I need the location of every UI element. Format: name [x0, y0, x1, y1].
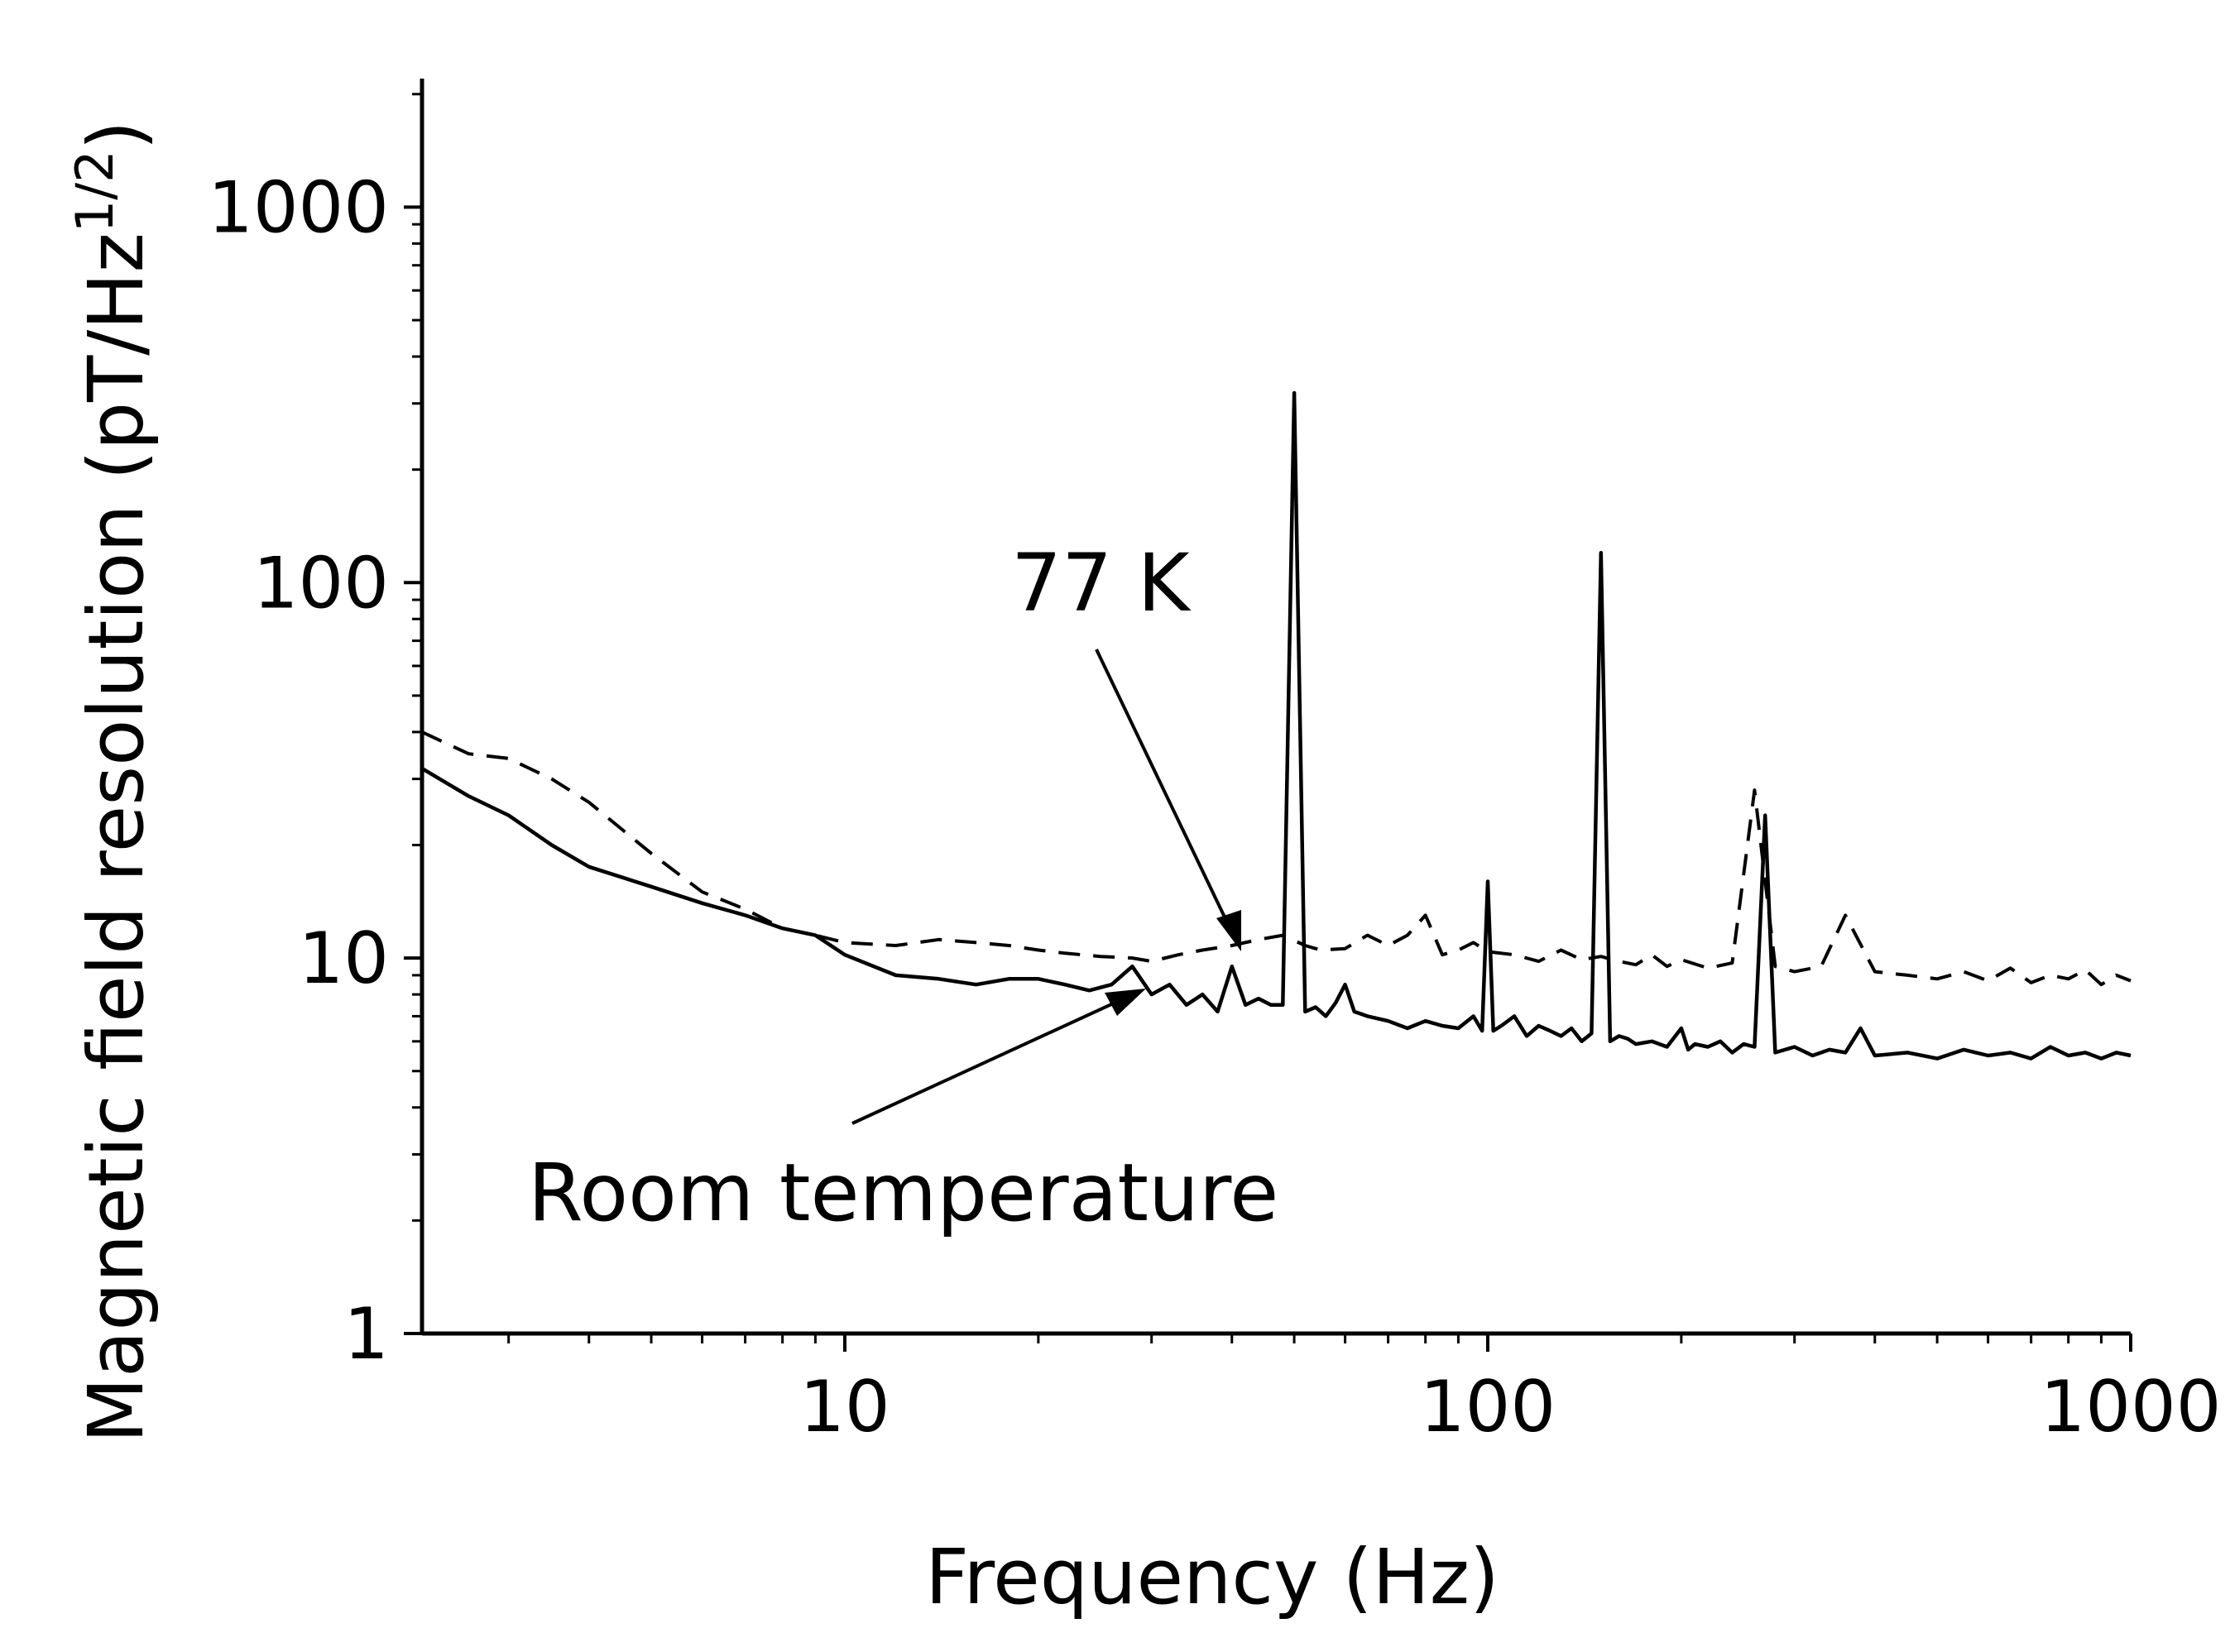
x-axis-title: Frequency (Hz): [925, 1533, 1499, 1621]
y-axis-title-exponent: 1/2: [65, 150, 125, 232]
y-tick-label-1000: 1000: [208, 166, 389, 249]
x-tick-label-1000: 1000: [2041, 1366, 2222, 1448]
axes-layer: [420, 79, 2131, 1336]
annotation-77k-arrowhead: [1216, 910, 1241, 951]
series-layer: [420, 390, 2132, 1061]
y-tick-label-1: 1: [343, 1293, 389, 1376]
annotation-room-arrow: [851, 989, 1141, 1125]
annotation-room-arrowhead: [1105, 989, 1146, 1016]
y-tick-label-100: 100: [253, 542, 389, 625]
labels-layer: 10 100 1000 1 10 100 1000: [208, 166, 2221, 1448]
x-tick-label-100: 100: [1420, 1366, 1556, 1448]
annotation-room-temperature: Room temperature: [528, 1147, 1278, 1239]
annotation-77k-arrow: [1095, 649, 1239, 944]
y-axis-title-close: ): [72, 121, 161, 151]
y-axis-title-main: Magnetic field resolution (pT/Hz: [72, 232, 161, 1443]
x-tick-label-10: 10: [799, 1366, 890, 1448]
y-axis-title: Magnetic field resolution (pT/Hz1/2): [65, 121, 161, 1444]
series-line-77k: [421, 730, 2132, 987]
annotation-77k: 77 K: [1011, 537, 1192, 630]
y-tick-label-10: 10: [299, 917, 389, 1000]
series-line-room-temperature: [420, 390, 2132, 1061]
annotations-layer: 77 K Room temperature: [528, 537, 1278, 1239]
ticks-layer: [404, 93, 2132, 1352]
